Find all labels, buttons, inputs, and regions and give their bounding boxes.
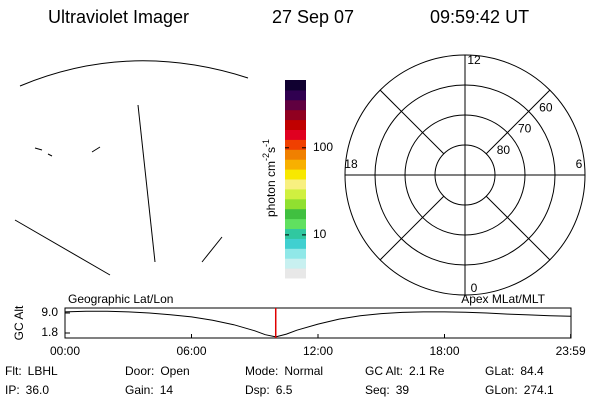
outline-line [47, 153, 53, 157]
colorbar-cell [285, 89, 306, 101]
lat-label: 60 [539, 100, 553, 114]
info-label: GLat: [485, 364, 514, 378]
outline-line [91, 146, 101, 153]
colorbar-cell [285, 258, 306, 269]
info-label: Flt: [5, 364, 22, 378]
panel-label: Apex MLat/MLT [461, 292, 545, 306]
colorbar-cell [285, 119, 306, 130]
diagonal-line [485, 195, 551, 261]
info-field: GC Alt: 2.1 Re [365, 364, 445, 378]
colorbar-cell [285, 218, 306, 229]
info-value: 274.1 [524, 383, 554, 397]
outline-line [34, 147, 43, 151]
colorbar-cell [285, 109, 306, 121]
y-tick-label: 1.8 [41, 325, 58, 339]
info-field: Seq: 39 [365, 383, 409, 397]
info-value: 2.1 Re [409, 364, 445, 378]
y-tick-label: 9.0 [41, 305, 58, 319]
colorbar-tick-label: 10 [313, 227, 327, 241]
colorbar-cell [285, 188, 306, 200]
x-tick-label: 18:00 [429, 344, 459, 358]
y-axis-label: GC Alt [12, 305, 26, 340]
colorbar-cell [285, 169, 306, 180]
info-label: IP: [5, 383, 20, 397]
panel-label: Geographic Lat/Lon [68, 292, 173, 306]
x-tick-label: 06:00 [176, 344, 206, 358]
x-tick-label: 00:00 [50, 344, 80, 358]
mlt-label: 6 [576, 157, 583, 171]
limb-arc [19, 60, 249, 87]
colorbar-cell [285, 238, 306, 249]
info-value: 6.5 [276, 383, 293, 397]
unit-exponent: -2 [261, 153, 271, 161]
x-tick-label: 23:59 [556, 344, 586, 358]
info-field: Mode: Normal [245, 364, 323, 378]
info-label: Seq: [365, 383, 390, 397]
title: Ultraviolet Imager [48, 7, 189, 27]
info-field: GLat: 84.4 [485, 364, 544, 378]
date: 27 Sep 07 [272, 7, 354, 27]
info-field: Gain: 14 [125, 383, 173, 397]
colorbar-cell [285, 228, 306, 239]
info-label: GLon: [485, 383, 518, 397]
colorbar-cell [285, 99, 306, 111]
lat-label: 70 [518, 122, 532, 136]
info-value: 14 [160, 383, 174, 397]
diagonal-line [485, 89, 551, 155]
info-field: IP: 36.0 [5, 383, 49, 397]
x-tick-label: 12:00 [303, 344, 333, 358]
colorbar-label: photon cm-2s-1 [261, 139, 278, 217]
colorbar-cell [285, 248, 306, 259]
colorbar-cell [285, 198, 306, 210]
colorbar-cell [285, 179, 306, 190]
info-label: Dsp: [245, 383, 270, 397]
diagonal-line [379, 195, 445, 261]
info-value: Open [160, 364, 189, 378]
unit-text: photon cm [264, 161, 278, 217]
info-value: 39 [396, 383, 410, 397]
colorbar-cell [285, 129, 306, 140]
colorbar-cell [285, 139, 306, 150]
info-field: Door: Open [125, 364, 190, 378]
info-label: GC Alt: [365, 364, 403, 378]
diagonal-line [379, 89, 445, 155]
mlt-label: 12 [467, 53, 481, 67]
unit-exponent: -1 [261, 139, 271, 147]
outline-line [201, 236, 223, 263]
altitude-line [64, 310, 572, 338]
mlt-label: 18 [344, 157, 358, 171]
colorbar-cell [285, 80, 306, 91]
info-value: 36.0 [26, 383, 50, 397]
info-field: GLon: 274.1 [485, 383, 554, 397]
info-label: Door: [125, 364, 154, 378]
colorbar-cell [285, 208, 306, 220]
unit-text: s [264, 147, 278, 153]
info-label: Mode: [245, 364, 278, 378]
colorbar-cell [285, 149, 306, 160]
colorbar-cell [285, 268, 306, 279]
mlt-label: 0 [471, 281, 478, 295]
lat-label: 80 [497, 143, 511, 157]
outline-line [14, 219, 111, 276]
info-label: Gain: [125, 383, 154, 397]
outline-line [137, 104, 156, 263]
colorbar-cell [285, 159, 306, 170]
colorbar-tick-label: 100 [313, 140, 333, 154]
info-value: 84.4 [520, 364, 544, 378]
info-value: LBHL [28, 364, 58, 378]
info-value: Normal [284, 364, 323, 378]
info-field: Flt: LBHL [5, 364, 58, 378]
info-field: Dsp: 6.5 [245, 383, 293, 397]
time: 09:59:42 UT [430, 7, 529, 27]
image-outline [14, 60, 249, 276]
